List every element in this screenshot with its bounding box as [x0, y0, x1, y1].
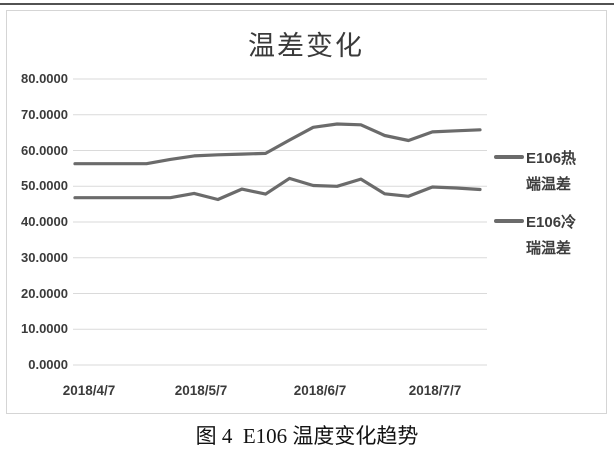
y-axis-label: 60.0000 [21, 142, 68, 158]
y-axis-label: 30.0000 [21, 249, 68, 265]
x-axis-label: 2018/6/7 [293, 383, 347, 398]
x-axis-label: 2018/4/7 [62, 383, 116, 398]
legend-label-line: 端温差 [526, 176, 572, 193]
chart-legend: E106热 端温差 E106冷 瑞温差 [494, 146, 610, 274]
y-axis-label: 10.0000 [21, 321, 68, 337]
legend-label-hot-end: E106热 端温差 [526, 146, 576, 198]
legend-line-swatch-icon [494, 155, 524, 159]
y-axis-label: 40.0000 [21, 214, 68, 229]
x-axis-label: 2018/7/7 [408, 383, 462, 398]
legend-label-line: E106冷 [526, 214, 577, 231]
chart-title: 温差变化 [248, 31, 364, 61]
y-axis-label: 0.0000 [28, 357, 68, 372]
legend-label-line: 瑞温差 [526, 240, 572, 257]
legend-label-cold-end: E106冷 瑞温差 [526, 210, 576, 262]
legend-line-swatch-icon [494, 219, 524, 223]
x-axis-label: 2018/5/7 [174, 383, 228, 398]
y-axis-label: 20.0000 [21, 285, 68, 301]
y-axis-label: 50.0000 [21, 178, 68, 194]
legend-label-line: E106热 [526, 150, 577, 167]
figure-caption: 图 4 E106 温度变化趋势 [195, 424, 419, 448]
y-axis-label: 80.0000 [21, 71, 68, 86]
y-axis-label: 70.0000 [21, 106, 68, 122]
legend-entry-cold-end: E106冷 瑞温差 [494, 210, 610, 262]
top-border-rule [0, 3, 614, 5]
legend-entry-hot-end: E106热 端温差 [494, 146, 610, 198]
chart-frame [6, 10, 607, 414]
